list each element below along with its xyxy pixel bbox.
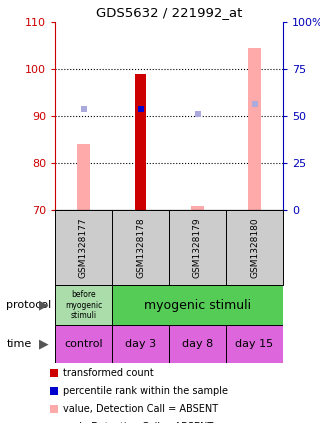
Bar (169, 325, 226, 363)
Bar (169, 210, 226, 285)
Text: day 15: day 15 (236, 339, 274, 349)
Text: before
myogenic
stimuli: before myogenic stimuli (65, 290, 102, 320)
Text: GSM1328179: GSM1328179 (193, 217, 202, 278)
Title: GDS5632 / 221992_at: GDS5632 / 221992_at (96, 6, 242, 19)
Bar (77, 144, 90, 210)
Text: ▶: ▶ (39, 299, 49, 311)
Bar (248, 48, 261, 210)
Bar (112, 210, 169, 285)
Bar (112, 325, 169, 363)
Bar (226, 325, 283, 363)
Text: value, Detection Call = ABSENT: value, Detection Call = ABSENT (63, 404, 218, 414)
Text: rank, Detection Call = ABSENT: rank, Detection Call = ABSENT (63, 422, 213, 423)
Text: GSM1328177: GSM1328177 (79, 217, 88, 278)
Text: percentile rank within the sample: percentile rank within the sample (63, 386, 228, 396)
Text: GSM1328180: GSM1328180 (250, 217, 259, 278)
Text: GSM1328178: GSM1328178 (136, 217, 145, 278)
Text: day 8: day 8 (182, 339, 213, 349)
Bar (135, 74, 146, 210)
Text: protocol: protocol (6, 300, 52, 310)
Text: myogenic stimuli: myogenic stimuli (144, 299, 251, 311)
Bar (55, 210, 112, 285)
Bar (191, 206, 204, 210)
Text: transformed count: transformed count (63, 368, 154, 378)
Text: control: control (64, 339, 103, 349)
Bar (55, 325, 112, 363)
Bar (226, 210, 283, 285)
Bar (55, 285, 112, 325)
Text: ▶: ▶ (39, 338, 49, 351)
Bar (112, 285, 283, 325)
Text: day 3: day 3 (125, 339, 156, 349)
Text: time: time (6, 339, 32, 349)
